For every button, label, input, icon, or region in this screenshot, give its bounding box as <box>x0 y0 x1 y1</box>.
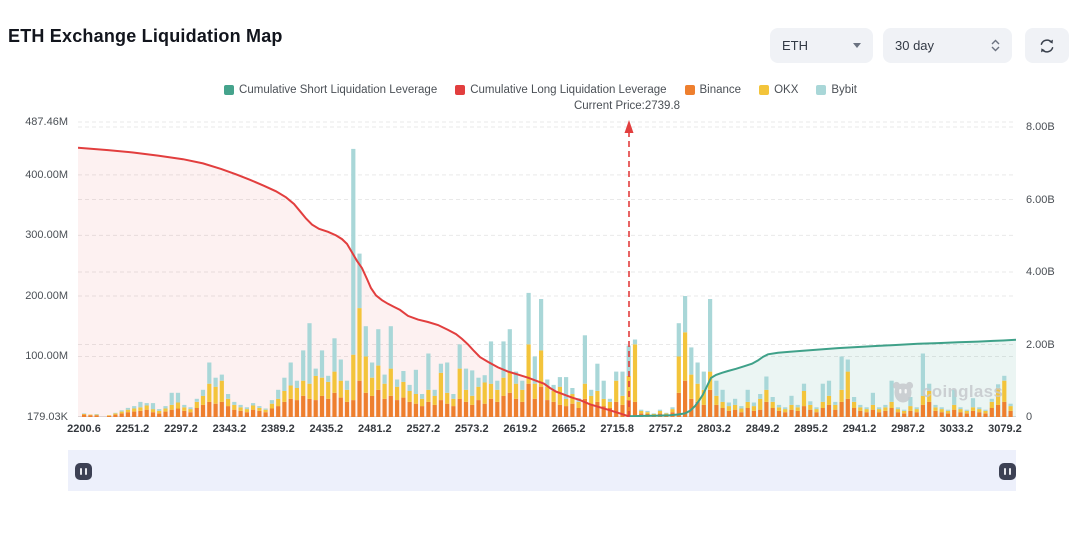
x-axis-tick: 2435.2 <box>309 423 344 435</box>
x-axis-tick: 2715.8 <box>600 423 634 435</box>
up-down-stepper-icon[interactable] <box>991 39 1000 52</box>
x-axis-tick: 3033.2 <box>939 423 974 435</box>
x-axis-tick: 2803.2 <box>697 423 731 435</box>
period-stepper[interactable]: 30 day <box>883 28 1012 63</box>
legend-label: Binance <box>699 84 742 96</box>
legend-label: Bybit <box>831 84 857 96</box>
legend-item-1[interactable]: Cumulative Long Liquidation Leverage <box>455 84 667 96</box>
x-axis-tick: 2297.2 <box>164 423 198 435</box>
x-axis-tick: 2481.2 <box>357 423 392 435</box>
legend-swatch <box>224 85 235 95</box>
x-axis-tick: 2757.2 <box>648 423 683 435</box>
x-axis-tick: 2849.2 <box>745 423 780 435</box>
current-price-label: Current Price:2739.8 <box>573 100 681 112</box>
legend-item-4[interactable]: Bybit <box>816 84 857 96</box>
legend-item-0[interactable]: Cumulative Short Liquidation Leverage <box>224 84 437 96</box>
legend-swatch <box>455 85 466 95</box>
x-axis-tick: 3079.2 <box>988 423 1022 435</box>
right-axis-tick: 2.00B <box>1026 338 1055 351</box>
right-axis-tick: 4.00B <box>1026 266 1055 278</box>
watermark-text: coinglass <box>922 382 1004 401</box>
left-axis-tick: 100.00M <box>25 350 68 363</box>
symbol-select-value: ETH <box>782 38 808 53</box>
refresh-button[interactable] <box>1025 28 1069 63</box>
left-axis-tick: 487.46M <box>25 116 68 128</box>
right-axis-tick: 6.00B <box>1026 193 1055 206</box>
watermark: coinglass <box>890 379 1003 405</box>
left-axis: 487.46M 400.00M 300.00M 200.00M 100.00M 179.0… <box>8 115 68 423</box>
left-axis-tick: 300.00M <box>25 229 68 242</box>
x-axis-tick: 2619.2 <box>503 423 538 435</box>
navigator-left-handle[interactable] <box>75 463 92 480</box>
legend-item-2[interactable]: Binance <box>684 84 742 96</box>
navigator-right-handle[interactable] <box>999 463 1016 480</box>
x-axis-tick: 2389.2 <box>261 423 295 435</box>
x-axis-tick: 2895.2 <box>794 423 828 435</box>
right-axis: 8.00B 6.00B 4.00B 2.00B 0 <box>1026 115 1078 423</box>
right-axis-tick: 0 <box>1026 411 1033 423</box>
x-axis-tick: 2941.2 <box>842 423 877 435</box>
legend-swatch <box>684 85 695 95</box>
legend-label: OKX <box>774 84 799 96</box>
left-axis-tick: 200.00M <box>25 289 68 302</box>
page-title: ETH Exchange Liquidation Map <box>8 26 283 46</box>
chart-plot-area[interactable] <box>77 115 1017 418</box>
right-axis-tick: 8.00B <box>1026 121 1055 133</box>
x-axis-tick: 2343.2 <box>212 423 247 435</box>
legend-label: Cumulative Long Liquidation Leverage <box>470 84 667 96</box>
legend-label: Cumulative Short Liquidation Leverage <box>239 84 438 96</box>
legend-swatch <box>759 85 770 95</box>
range-navigator[interactable] <box>68 450 1016 491</box>
chevron-down-icon <box>853 43 861 48</box>
chart-legend: Cumulative Short Liquidation Leverage Cum… <box>0 84 1081 96</box>
left-axis-tick: 179.03K <box>27 410 68 423</box>
x-axis-tick: 2200.6 <box>67 423 101 435</box>
liquidation-chart-svg <box>77 120 1017 418</box>
legend-item-3[interactable]: OKX <box>759 84 798 96</box>
legend-swatch <box>816 85 827 95</box>
coinglass-bear-icon <box>892 381 914 403</box>
x-axis-tick: 2527.2 <box>406 423 441 435</box>
x-axis-tick: 2665.2 <box>551 423 586 435</box>
x-axis-tick: 2573.2 <box>454 423 489 435</box>
left-axis-tick: 400.00M <box>25 168 68 181</box>
x-axis-tick: 2251.2 <box>115 423 150 435</box>
symbol-select[interactable]: ETH <box>770 28 873 63</box>
period-value: 30 day <box>895 38 935 53</box>
refresh-icon <box>1040 38 1054 53</box>
x-axis: 2200.6 2251.2 2297.2 2343.2 2389.2 2435.2 2481… <box>0 423 1081 439</box>
x-axis-tick: 2987.2 <box>891 423 925 435</box>
